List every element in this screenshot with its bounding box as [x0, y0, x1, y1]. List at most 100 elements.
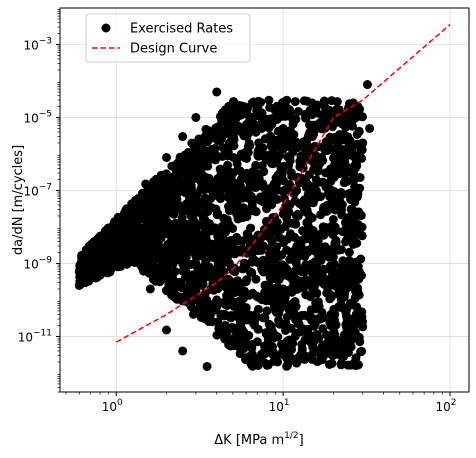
scatter-point	[347, 121, 357, 131]
scatter-point	[305, 105, 315, 115]
scatter-point	[222, 327, 232, 337]
scatter-point	[256, 180, 265, 190]
scatter-point	[226, 312, 236, 322]
scatter-point	[124, 212, 133, 222]
scatter-point	[324, 137, 333, 147]
scatter-point	[201, 299, 211, 309]
scatter-point	[245, 342, 254, 352]
scatter-point	[354, 126, 364, 136]
scatter-point	[321, 182, 331, 192]
scatter-point	[179, 283, 188, 293]
scatter-point	[319, 123, 328, 133]
scatter-point	[288, 275, 298, 285]
scatter-point	[313, 162, 323, 172]
scatter-point	[215, 164, 225, 174]
scatter-point	[326, 292, 336, 302]
scatter-point	[330, 281, 340, 291]
scatter-point	[300, 335, 310, 345]
scatter-point	[128, 219, 137, 229]
scatter-point	[228, 138, 238, 148]
scatter-point	[346, 204, 356, 214]
scatter-point	[248, 174, 258, 184]
scatter-point	[341, 303, 351, 313]
scatter-point	[289, 246, 299, 256]
scatter-point	[203, 204, 213, 214]
scatter-point	[338, 256, 348, 266]
scatter-point	[311, 298, 321, 308]
scatter-point	[341, 175, 351, 185]
scatter-point	[117, 256, 127, 266]
scatter-point	[305, 120, 315, 130]
scatter-point	[314, 142, 324, 152]
scatter-point	[225, 127, 234, 137]
scatter-point	[282, 361, 292, 370]
scatter-point	[186, 293, 196, 302]
scatter-point	[362, 80, 372, 90]
y-tick-label: 10−11	[18, 328, 52, 344]
scatter-point	[202, 184, 212, 194]
scatter-point	[117, 249, 127, 259]
scatter-point	[224, 193, 233, 203]
scatter-point	[211, 123, 221, 133]
design-curve-line	[115, 24, 451, 343]
scatter-point	[195, 251, 205, 261]
scatter-point	[210, 267, 220, 276]
scatter-point	[330, 259, 339, 269]
scatter-point	[291, 211, 301, 221]
scatter-point	[175, 220, 185, 230]
scatter-point	[259, 197, 268, 207]
scatter-point	[169, 249, 179, 259]
scatter-point	[282, 138, 292, 148]
scatter-point	[343, 360, 353, 370]
scatter-point	[317, 354, 326, 364]
scatter-point	[205, 194, 215, 204]
scatter-point	[323, 189, 333, 199]
scatter-point	[249, 206, 259, 216]
scatter-point	[293, 355, 302, 365]
scatter-point	[274, 315, 284, 325]
scatter-point	[337, 210, 347, 220]
scatter-point	[232, 159, 242, 169]
scatter-point	[185, 281, 195, 291]
scatter-point	[308, 132, 318, 142]
scatter-point	[250, 112, 259, 121]
scatter-point	[248, 236, 258, 246]
scatter-point	[307, 354, 317, 364]
scatter-point	[77, 250, 87, 260]
scatter-point	[258, 266, 267, 276]
scatter-point	[241, 263, 251, 273]
scatter-point	[345, 143, 355, 153]
scatter-point	[217, 221, 227, 231]
scatter-point	[241, 331, 251, 341]
scatter-point	[178, 346, 188, 356]
scatter-point	[328, 215, 338, 224]
scatter-point	[355, 173, 365, 182]
scatter-point	[285, 352, 295, 362]
scatter-point	[314, 265, 324, 275]
scatter-point	[343, 348, 353, 358]
scatter-point	[341, 219, 351, 229]
scatter-point	[167, 258, 177, 268]
scatter-point	[212, 330, 222, 340]
scatter-point	[338, 292, 348, 302]
scatter-point	[284, 185, 294, 195]
scatter-point	[217, 309, 227, 319]
scatter-point	[265, 249, 275, 259]
scatter-point	[233, 330, 243, 340]
scatter-point	[305, 292, 315, 302]
scatter-point	[231, 189, 241, 199]
scatter-point	[233, 276, 242, 286]
scatter-point	[257, 349, 267, 359]
scatter-point	[282, 245, 291, 255]
scatter-point	[146, 259, 155, 269]
scatter-point	[329, 172, 339, 182]
scatter-point	[346, 332, 356, 342]
scatter-point	[318, 156, 328, 165]
scatter-point	[268, 115, 278, 125]
scatter-point	[217, 116, 227, 126]
scatter-point	[191, 258, 201, 268]
scatter-point	[339, 266, 349, 276]
scatter-point	[305, 214, 315, 224]
scatter-point	[266, 321, 276, 331]
scatter-point	[358, 322, 368, 332]
